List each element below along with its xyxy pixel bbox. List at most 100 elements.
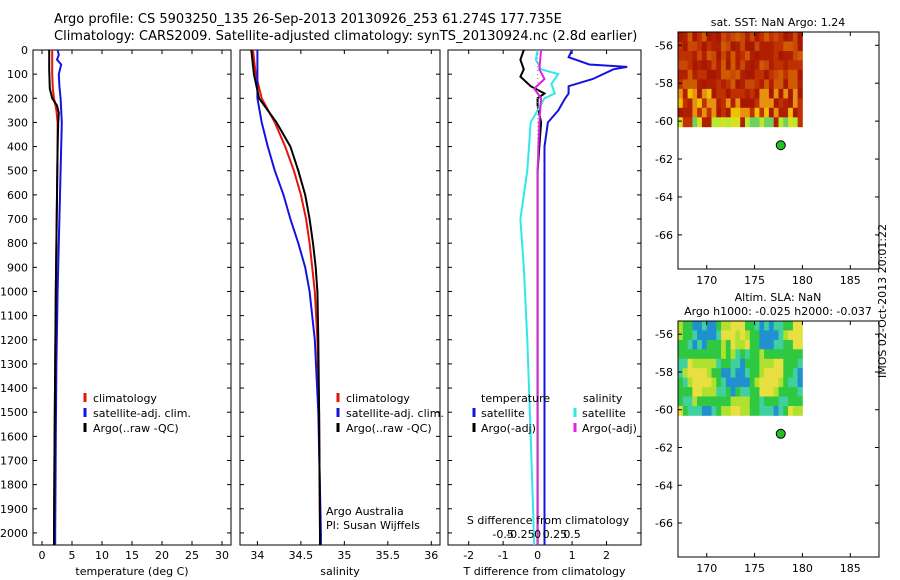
heatmap-cell	[682, 321, 688, 331]
heatmap-cell	[759, 349, 765, 360]
heatmap-cell	[721, 69, 727, 80]
heatmap-cell	[754, 321, 760, 331]
heatmap-cell	[773, 69, 779, 80]
x-tick-label: 170	[696, 274, 717, 287]
heatmap-cell	[697, 107, 703, 118]
heatmap-cell	[701, 69, 708, 80]
top-tick-label: -0.25	[506, 528, 534, 541]
heatmap-cell	[735, 69, 741, 80]
heatmap-cell	[706, 98, 712, 109]
heatmap-cell	[687, 32, 693, 42]
heatmap-cell	[773, 349, 779, 360]
heatmap-cell	[783, 349, 789, 360]
heatmap-cell	[697, 339, 703, 350]
heatmap-cell	[792, 41, 799, 52]
heatmap-cell	[783, 330, 789, 341]
heatmap-cell	[678, 330, 684, 341]
heatmap-cell	[735, 358, 741, 369]
heatmap-cell	[692, 377, 698, 388]
x-tick-label: 10	[95, 549, 109, 562]
x-tick-label: 0	[534, 549, 541, 562]
heatmap-cell	[716, 396, 722, 407]
series-line-satellite-adj-clim-	[54, 49, 63, 545]
heatmap-cell	[730, 358, 736, 369]
heatmap-cell	[778, 32, 784, 42]
heatmap-cell	[721, 117, 727, 128]
sla-map-frame	[677, 320, 880, 558]
heatmap-cell	[711, 60, 717, 71]
heatmap-cell	[788, 396, 794, 407]
heatmap-cell	[730, 88, 736, 99]
heatmap-cell	[697, 41, 703, 52]
heatmap-cell	[740, 349, 746, 360]
heatmap-cell	[701, 358, 708, 369]
heatmap-cell	[716, 387, 722, 397]
heatmap-cell	[768, 51, 775, 61]
heatmap-cell	[797, 368, 803, 378]
heatmap-cell	[730, 396, 736, 407]
heatmap-cell	[754, 396, 760, 407]
heatmap-cell	[725, 358, 732, 369]
heatmap-cell	[792, 406, 799, 416]
heatmap-cell	[692, 117, 698, 128]
heatmap-cell	[740, 368, 746, 378]
heatmap-cell	[687, 387, 693, 397]
heatmap-cell	[725, 387, 732, 397]
heatmap-cell	[682, 396, 688, 407]
heatmap-cell	[692, 406, 698, 416]
heatmap-cell	[778, 377, 784, 388]
heatmap-cell	[783, 79, 789, 90]
heatmap-cell	[735, 60, 741, 71]
heatmap-cell	[725, 117, 732, 128]
heatmap-cell	[797, 88, 803, 99]
heatmap-cell	[697, 321, 703, 331]
heatmap-cell	[701, 79, 708, 90]
heatmap-cell	[730, 41, 736, 52]
temperature-panel: 0100200300400500600700800900100011001200…	[0, 44, 232, 578]
heatmap-cell	[778, 396, 784, 407]
heatmap-cell	[730, 387, 736, 397]
heatmap-cell	[745, 88, 751, 99]
x-tick-label: 35	[337, 549, 351, 562]
heatmap-cell	[682, 349, 688, 360]
heatmap-cell	[754, 387, 760, 397]
heatmap-cell	[749, 60, 755, 71]
heatmap-cell	[740, 117, 746, 128]
heatmap-cell	[792, 330, 799, 341]
heatmap-cell	[730, 349, 736, 360]
heatmap-cell	[792, 117, 799, 128]
y-tick-label: 1900	[0, 503, 28, 516]
heatmap-cell	[788, 117, 794, 128]
heatmap-cell	[792, 349, 799, 360]
heatmap-cell	[716, 330, 722, 341]
heatmap-cell	[735, 79, 741, 90]
heatmap-cell	[788, 41, 794, 52]
heatmap-cell	[682, 98, 688, 109]
heatmap-cell	[725, 339, 732, 350]
heatmap-cell	[778, 349, 784, 360]
heatmap-cell	[740, 32, 746, 42]
series-line-t-satellite	[543, 49, 628, 545]
y-tick-label: -60	[655, 115, 673, 128]
heatmap-cell	[754, 349, 760, 360]
heatmap-cell	[797, 406, 803, 416]
heatmap-cell	[721, 406, 727, 416]
heatmap-cell	[706, 51, 712, 61]
heatmap-cell	[773, 358, 779, 369]
heatmap-cell	[692, 41, 698, 52]
heatmap-cell	[768, 32, 775, 42]
heatmap-cell	[788, 79, 794, 90]
heatmap-cell	[697, 88, 703, 99]
heatmap-cell	[740, 387, 746, 397]
x-tick-label: 34.5	[289, 549, 314, 562]
heatmap-cell	[773, 107, 779, 118]
heatmap-cell	[730, 377, 736, 388]
heatmap-cell	[687, 368, 693, 378]
heatmap-cell	[711, 98, 717, 109]
heatmap-cell	[754, 98, 760, 109]
heatmap-cell	[725, 51, 732, 61]
heatmap-cell	[706, 117, 712, 128]
heatmap-cell	[678, 321, 684, 331]
heatmap-cell	[749, 51, 755, 61]
heatmap-cell	[745, 60, 751, 71]
